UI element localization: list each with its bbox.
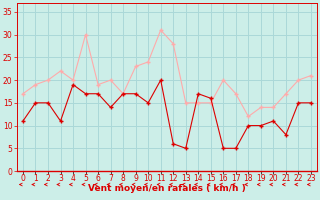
X-axis label: Vent moyen/en rafales ( km/h ): Vent moyen/en rafales ( km/h ) xyxy=(88,184,246,193)
